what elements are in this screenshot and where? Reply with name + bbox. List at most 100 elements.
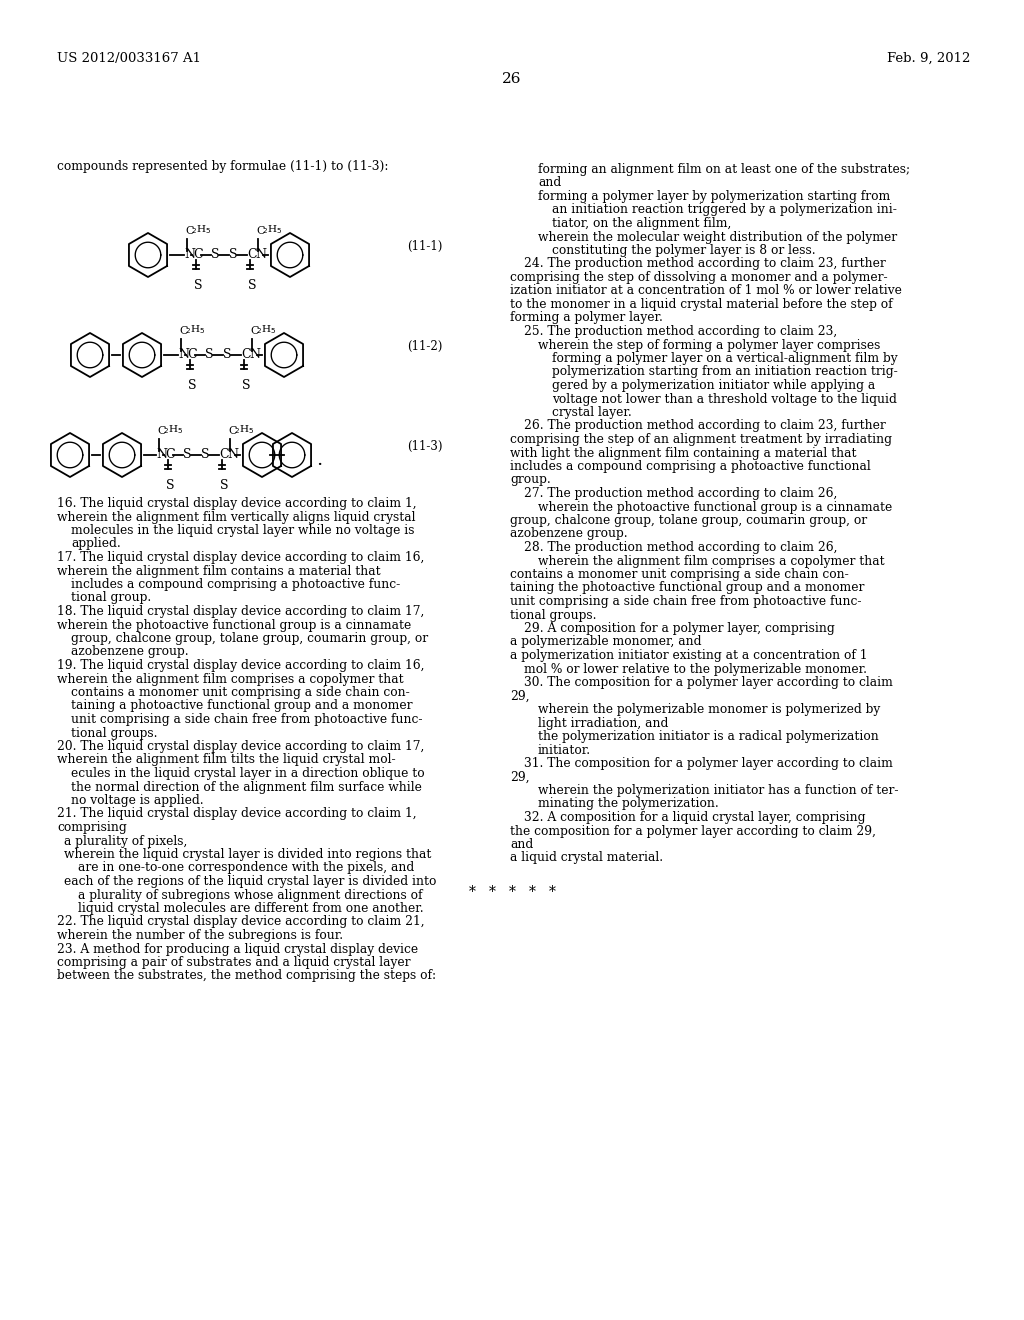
Text: S: S (205, 348, 213, 362)
Text: *   *   *   *   *: * * * * * (469, 884, 555, 899)
Text: tional group.: tional group. (71, 591, 152, 605)
Text: an initiation reaction triggered by a polymerization ini-: an initiation reaction triggered by a po… (552, 203, 897, 216)
Text: (11-1): (11-1) (408, 240, 443, 253)
Text: comprising the step of an alignment treatment by irradiating: comprising the step of an alignment trea… (510, 433, 892, 446)
Text: liquid crystal molecules are different from one another.: liquid crystal molecules are different f… (78, 902, 424, 915)
Text: light irradiation, and: light irradiation, and (538, 717, 669, 730)
Text: wherein the liquid crystal layer is divided into regions that: wherein the liquid crystal layer is divi… (63, 847, 431, 861)
Text: 32. A composition for a liquid crystal layer, comprising: 32. A composition for a liquid crystal l… (524, 810, 865, 824)
Text: molecules in the liquid crystal layer while no voltage is: molecules in the liquid crystal layer wh… (71, 524, 415, 537)
Text: $_2$H$_5$: $_2$H$_5$ (191, 223, 211, 236)
Text: ization initiator at a concentration of 1 mol % or lower relative: ization initiator at a concentration of … (510, 285, 902, 297)
Text: S: S (166, 479, 174, 492)
Text: unit comprising a side chain free from photoactive func-: unit comprising a side chain free from p… (510, 595, 861, 609)
Text: a liquid crystal material.: a liquid crystal material. (510, 851, 664, 865)
Text: C: C (219, 449, 228, 462)
Text: wherein the alignment film contains a material that: wherein the alignment film contains a ma… (57, 565, 381, 578)
Text: 27. The production method according to claim 26,: 27. The production method according to c… (524, 487, 838, 500)
Text: wherein the step of forming a polymer layer comprises: wherein the step of forming a polymer la… (538, 338, 881, 351)
Text: wherein the polymerization initiator has a function of ter-: wherein the polymerization initiator has… (538, 784, 898, 797)
Text: S: S (220, 479, 228, 492)
Text: group.: group. (510, 474, 551, 487)
Text: includes a compound comprising a photoactive functional: includes a compound comprising a photoac… (510, 459, 870, 473)
Text: forming a polymer layer.: forming a polymer layer. (510, 312, 663, 325)
Text: a polymerization initiator existing at a concentration of 1: a polymerization initiator existing at a… (510, 649, 867, 663)
Text: 29,: 29, (510, 771, 529, 784)
Text: $_2$H$_5$: $_2$H$_5$ (185, 323, 205, 337)
Text: US 2012/0033167 A1: US 2012/0033167 A1 (57, 51, 201, 65)
Text: forming an alignment film on at least one of the substrates;: forming an alignment film on at least on… (538, 162, 910, 176)
Text: 31. The composition for a polymer layer according to claim: 31. The composition for a polymer layer … (524, 756, 893, 770)
Text: 23. A method for producing a liquid crystal display device: 23. A method for producing a liquid crys… (57, 942, 418, 956)
Text: voltage not lower than a threshold voltage to the liquid: voltage not lower than a threshold volta… (552, 392, 897, 405)
Text: 28. The production method according to claim 26,: 28. The production method according to c… (524, 541, 838, 554)
Text: N: N (227, 449, 238, 462)
Text: $_2$H$_5$: $_2$H$_5$ (163, 424, 183, 436)
Text: $_2$H$_5$: $_2$H$_5$ (234, 424, 254, 436)
Text: C: C (228, 426, 237, 436)
Text: and: and (538, 177, 561, 190)
Text: C: C (165, 449, 175, 462)
Text: C: C (185, 226, 194, 236)
Text: contains a monomer unit comprising a side chain con-: contains a monomer unit comprising a sid… (510, 568, 849, 581)
Text: S: S (211, 248, 219, 261)
Text: the normal direction of the alignment film surface while: the normal direction of the alignment fi… (71, 780, 422, 793)
Text: forming a polymer layer by polymerization starting from: forming a polymer layer by polymerizatio… (538, 190, 890, 203)
Text: forming a polymer layer on a vertical-alignment film by: forming a polymer layer on a vertical-al… (552, 352, 898, 366)
Text: the polymerization initiator is a radical polymerization: the polymerization initiator is a radica… (538, 730, 879, 743)
Text: includes a compound comprising a photoactive func-: includes a compound comprising a photoac… (71, 578, 400, 591)
Text: minating the polymerization.: minating the polymerization. (538, 797, 719, 810)
Text: wherein the photoactive functional group is a cinnamate: wherein the photoactive functional group… (57, 619, 412, 631)
Text: 29. A composition for a polymer layer, comprising: 29. A composition for a polymer layer, c… (524, 622, 835, 635)
Text: S: S (223, 348, 231, 362)
Text: constituting the polymer layer is 8 or less.: constituting the polymer layer is 8 or l… (552, 244, 816, 257)
Text: 21. The liquid crystal display device according to claim 1,: 21. The liquid crystal display device ac… (57, 808, 417, 821)
Text: wherein the alignment film comprises a copolymer that: wherein the alignment film comprises a c… (57, 672, 403, 685)
Text: crystal layer.: crystal layer. (552, 407, 632, 418)
Text: tional groups.: tional groups. (510, 609, 597, 622)
Text: S: S (201, 449, 210, 462)
Text: 22. The liquid crystal display device according to claim 21,: 22. The liquid crystal display device ac… (57, 916, 425, 928)
Text: wherein the polymerizable monomer is polymerized by: wherein the polymerizable monomer is pol… (538, 704, 881, 715)
Text: C: C (247, 248, 257, 261)
Text: to the monomer in a liquid crystal material before the step of: to the monomer in a liquid crystal mater… (510, 298, 893, 312)
Text: initiator.: initiator. (538, 743, 591, 756)
Text: taining a photoactive functional group and a monomer: taining a photoactive functional group a… (71, 700, 413, 713)
Text: $_2$H$_5$: $_2$H$_5$ (256, 323, 276, 337)
Text: comprising a pair of substrates and a liquid crystal layer: comprising a pair of substrates and a li… (57, 956, 411, 969)
Text: (11-2): (11-2) (408, 341, 443, 352)
Text: the composition for a polymer layer according to claim 29,: the composition for a polymer layer acco… (510, 825, 876, 837)
Text: N: N (156, 449, 167, 462)
Text: comprising: comprising (57, 821, 127, 834)
Text: wherein the molecular weight distribution of the polymer: wherein the molecular weight distributio… (538, 231, 897, 243)
Text: wherein the photoactive functional group is a cinnamate: wherein the photoactive functional group… (538, 500, 892, 513)
Text: 25. The production method according to claim 23,: 25. The production method according to c… (524, 325, 838, 338)
Text: .: . (316, 451, 323, 469)
Text: gered by a polymerization initiator while applying a: gered by a polymerization initiator whil… (552, 379, 876, 392)
Text: C: C (193, 248, 203, 261)
Text: group, chalcone group, tolane group, coumarin group, or: group, chalcone group, tolane group, cou… (510, 513, 867, 527)
Text: C: C (179, 326, 187, 337)
Text: wherein the alignment film vertically aligns liquid crystal: wherein the alignment film vertically al… (57, 511, 416, 524)
Text: C: C (187, 348, 197, 362)
Text: 20. The liquid crystal display device according to claim 17,: 20. The liquid crystal display device ac… (57, 741, 424, 752)
Text: N: N (178, 348, 189, 362)
Text: 30. The composition for a polymer layer according to claim: 30. The composition for a polymer layer … (524, 676, 893, 689)
Text: S: S (242, 379, 251, 392)
Text: 18. The liquid crystal display device according to claim 17,: 18. The liquid crystal display device ac… (57, 605, 424, 618)
Text: S: S (183, 449, 191, 462)
Text: compounds represented by formulae (11-1) to (11-3):: compounds represented by formulae (11-1)… (57, 160, 388, 173)
Text: unit comprising a side chain free from photoactive func-: unit comprising a side chain free from p… (71, 713, 423, 726)
Text: (11-3): (11-3) (408, 440, 443, 453)
Text: tional groups.: tional groups. (71, 726, 158, 739)
Text: N: N (255, 248, 266, 261)
Text: a plurality of pixels,: a plurality of pixels, (63, 834, 187, 847)
Text: azobenzene group.: azobenzene group. (71, 645, 188, 659)
Text: are in one-to-one correspondence with the pixels, and: are in one-to-one correspondence with th… (78, 862, 415, 874)
Text: C: C (241, 348, 251, 362)
Text: S: S (248, 279, 256, 292)
Text: applied.: applied. (71, 537, 121, 550)
Text: mol % or lower relative to the polymerizable monomer.: mol % or lower relative to the polymeriz… (524, 663, 867, 676)
Text: contains a monomer unit comprising a side chain con-: contains a monomer unit comprising a sid… (71, 686, 410, 700)
Text: with light the alignment film containing a material that: with light the alignment film containing… (510, 446, 856, 459)
